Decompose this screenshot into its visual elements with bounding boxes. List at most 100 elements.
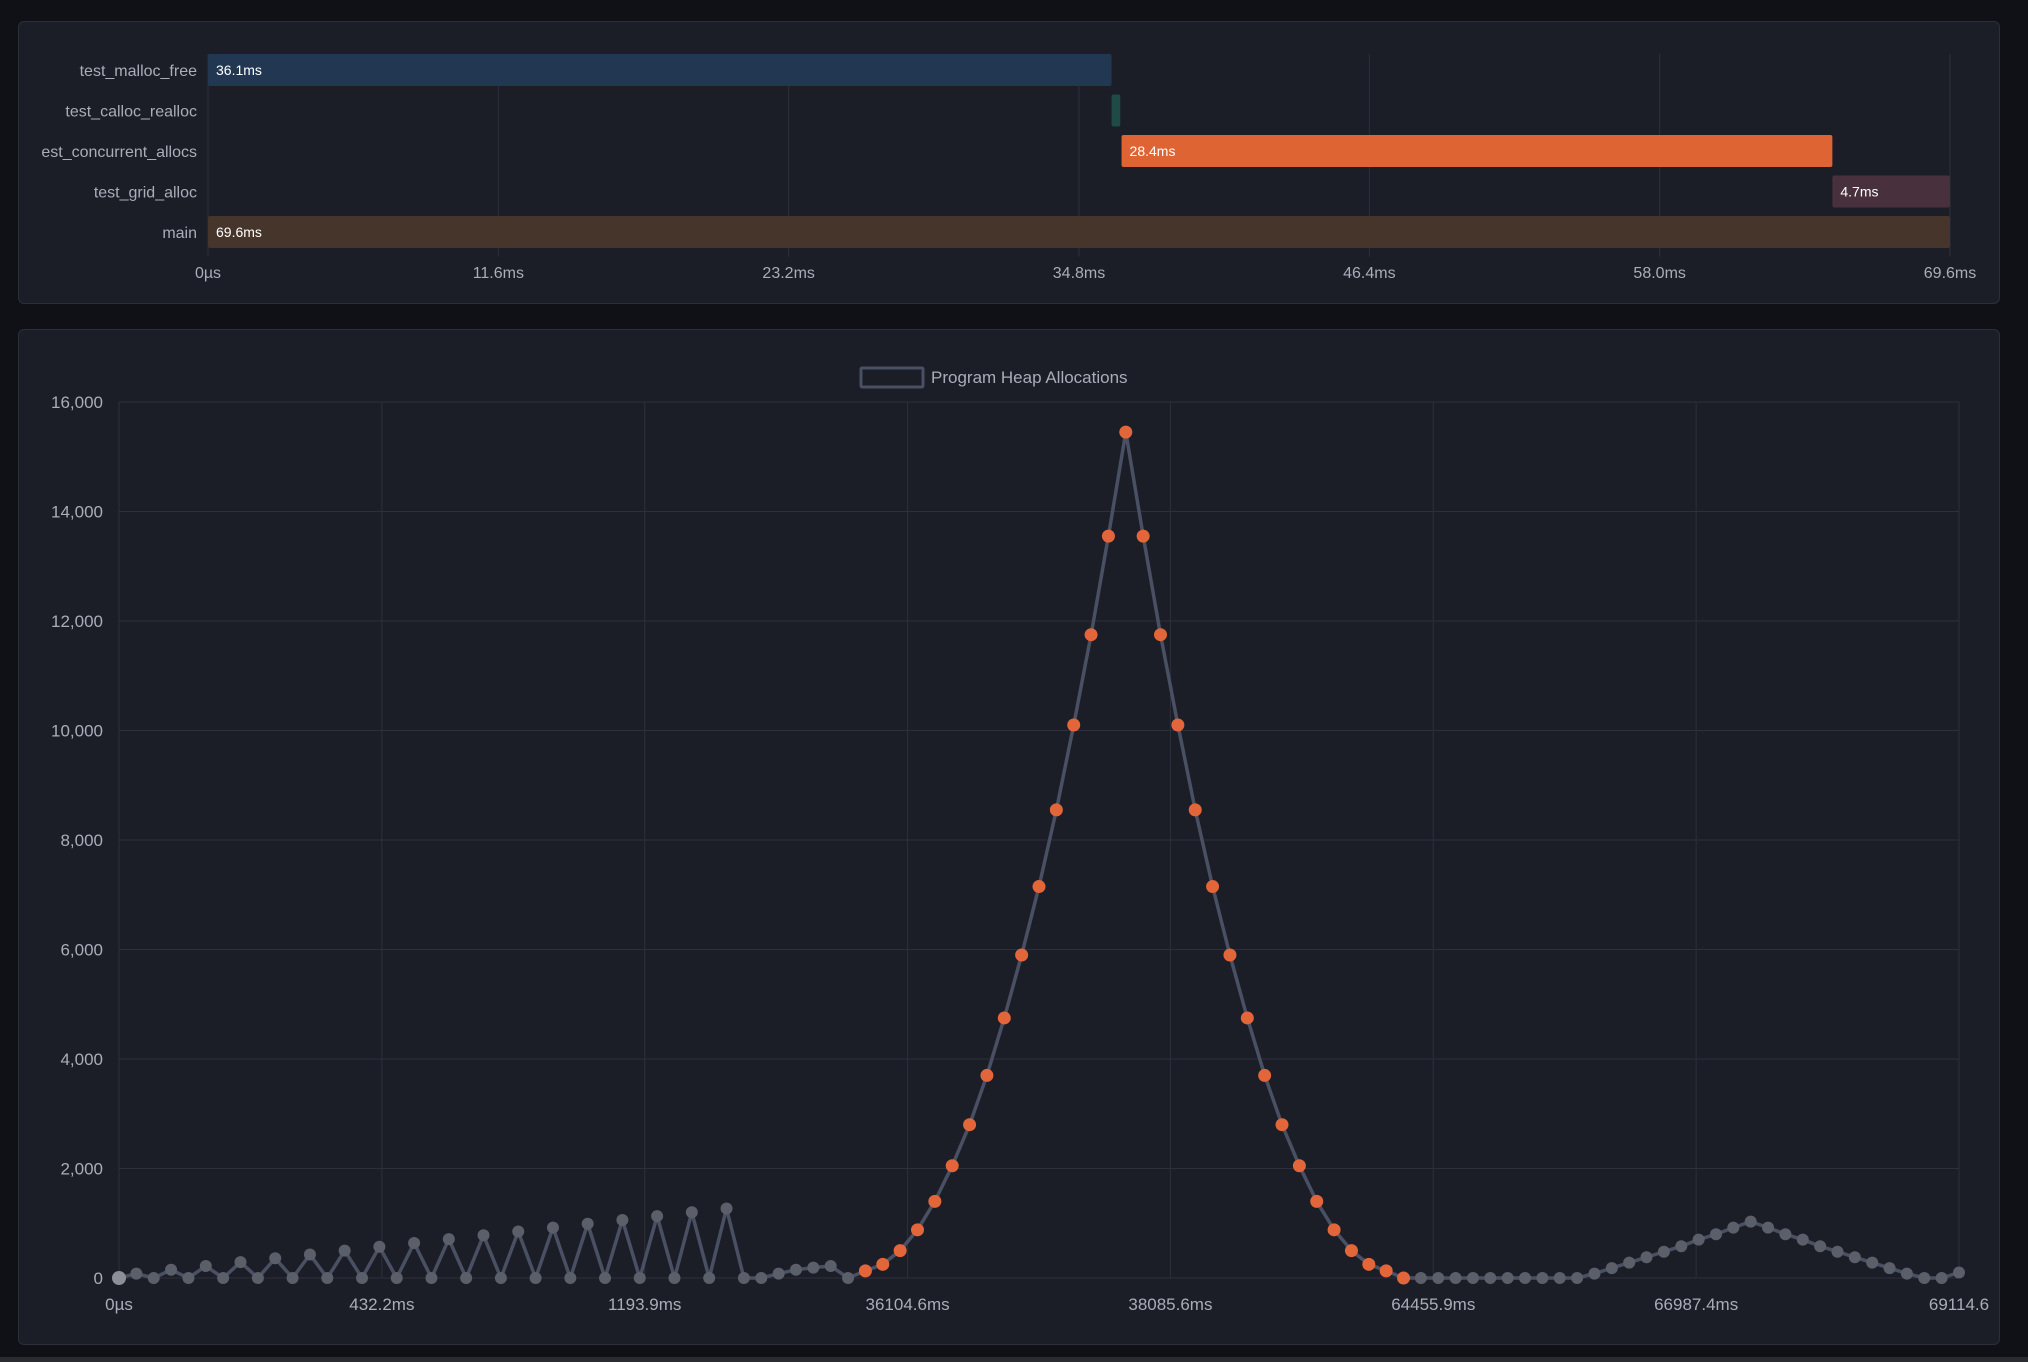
data-point <box>737 1272 750 1284</box>
y-tick-label: 16,000 <box>51 393 103 412</box>
x-tick-label: 69114.6 <box>1929 1295 1989 1314</box>
data-point <box>1501 1272 1514 1284</box>
timeline-bar-duration: 4.7ms <box>1840 184 1878 200</box>
y-tick-label: 4,000 <box>60 1050 103 1069</box>
data-point <box>1136 529 1150 543</box>
timeline-bar-duration: 69.6ms <box>216 224 262 240</box>
y-tick-label: 0 <box>94 1269 103 1288</box>
data-point <box>529 1272 542 1284</box>
data-point <box>945 1159 959 1173</box>
data-point <box>1188 803 1202 817</box>
heap-allocations-chart: 16,000 14,000 12,000 10,000 8,000 6,000 4,000 2… <box>51 366 1989 1314</box>
timeline-row-label: est_concurrent_allocs <box>41 144 197 161</box>
data-point <box>199 1259 212 1272</box>
data-point <box>1553 1272 1566 1284</box>
data-point <box>1588 1267 1601 1280</box>
timeline-bar <box>208 54 1112 86</box>
timeline-row-label: test_malloc_free <box>80 63 197 80</box>
data-point <box>1640 1251 1653 1264</box>
timeline-panel: test_malloc_free 36.1ms test_calloc_reallo… <box>18 21 2000 304</box>
x-tick-label: 38085.6ms <box>1128 1295 1212 1314</box>
data-point <box>1275 1118 1289 1132</box>
y-tick-label: 12,000 <box>51 612 103 631</box>
y-tick-label: 6,000 <box>60 941 103 960</box>
data-point <box>824 1259 837 1272</box>
data-point <box>1814 1240 1827 1253</box>
timeline-bar <box>1111 94 1121 127</box>
data-point <box>1779 1228 1792 1241</box>
data-point <box>755 1272 768 1284</box>
x-tick-label: 36104.6ms <box>866 1295 950 1314</box>
data-point <box>703 1272 716 1284</box>
data-point <box>460 1272 473 1284</box>
data-point <box>963 1118 977 1132</box>
data-point <box>772 1267 785 1280</box>
data-point <box>1796 1233 1809 1246</box>
data-point <box>1327 1223 1341 1237</box>
data-point <box>338 1244 351 1257</box>
y-tick-label: 14,000 <box>51 503 103 522</box>
data-point <box>182 1272 195 1284</box>
data-point <box>720 1202 733 1215</box>
data-point <box>1101 529 1115 543</box>
window-bottom-edge <box>0 1357 2028 1362</box>
data-point <box>1206 880 1220 894</box>
data-point <box>1900 1267 1913 1280</box>
data-point <box>390 1272 403 1284</box>
data-point <box>807 1261 820 1274</box>
data-point <box>1675 1240 1688 1253</box>
data-point <box>997 1011 1011 1025</box>
data-point <box>1049 803 1063 817</box>
data-point <box>685 1206 698 1219</box>
timeline-tick-label: 34.8ms <box>1053 265 1105 282</box>
data-point <box>1379 1264 1393 1278</box>
data-point <box>1953 1266 1965 1279</box>
y-tick-label: 10,000 <box>51 722 103 741</box>
timeline-tick-label: 46.4ms <box>1343 265 1395 282</box>
data-point <box>217 1272 230 1284</box>
data-point <box>1623 1256 1636 1269</box>
data-point <box>1344 1244 1358 1258</box>
data-point <box>1762 1221 1775 1234</box>
data-point <box>1084 628 1098 642</box>
data-point <box>1935 1272 1948 1284</box>
legend-label: Program Heap Allocations <box>931 368 1128 387</box>
timeline-chart: test_malloc_free 36.1ms test_calloc_reallo… <box>41 54 1976 282</box>
data-point <box>546 1221 559 1234</box>
data-point <box>1709 1228 1722 1241</box>
data-point <box>286 1272 299 1284</box>
timeline-bar-duration: 28.4ms <box>1130 143 1176 159</box>
data-point <box>112 1271 126 1285</box>
data-point <box>1831 1245 1844 1258</box>
timeline-tick-label: 58.0ms <box>1633 265 1685 282</box>
heap-chart-panel: 16,000 14,000 12,000 10,000 8,000 6,000 4,000 2… <box>18 329 2000 1345</box>
data-point <box>1362 1257 1376 1271</box>
x-tick-label: 66987.4ms <box>1654 1295 1738 1314</box>
data-point <box>234 1256 247 1269</box>
timeline-row-label: main <box>162 225 197 242</box>
timeline-row-label: test_calloc_realloc <box>65 104 197 121</box>
data-point <box>408 1236 421 1249</box>
data-point <box>321 1272 334 1284</box>
data-point <box>130 1267 143 1280</box>
data-point <box>1449 1272 1462 1284</box>
data-point <box>980 1068 994 1082</box>
data-point <box>1571 1272 1584 1284</box>
data-point <box>512 1225 525 1238</box>
x-tick-label: 64455.9ms <box>1391 1295 1475 1314</box>
data-point <box>373 1240 386 1253</box>
data-point <box>1171 718 1185 732</box>
series-line <box>118 430 1960 1280</box>
data-point <box>1918 1272 1931 1284</box>
data-point <box>928 1194 942 1208</box>
data-point <box>147 1272 160 1284</box>
data-point <box>269 1252 282 1265</box>
data-point <box>1536 1272 1549 1284</box>
data-point <box>564 1272 577 1284</box>
chart-legend: Program Heap Allocations <box>859 366 1128 389</box>
timeline-bar-duration: 36.1ms <box>216 62 262 78</box>
data-point <box>1484 1272 1497 1284</box>
data-point <box>1067 718 1081 732</box>
data-point <box>1258 1068 1272 1082</box>
data-point <box>1032 880 1046 894</box>
